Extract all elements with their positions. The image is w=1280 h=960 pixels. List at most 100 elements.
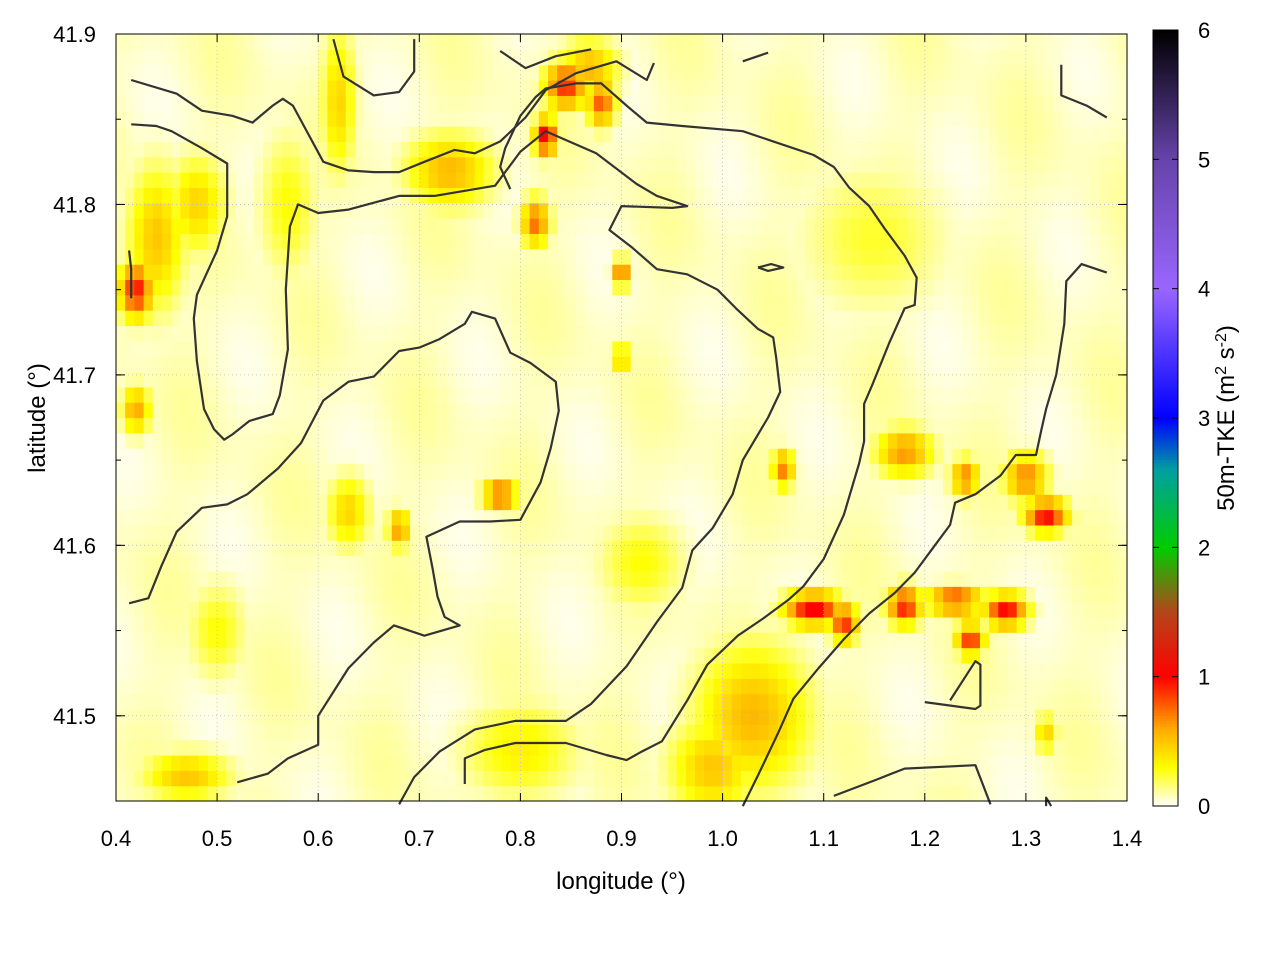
- heatmap-cell: [474, 724, 485, 741]
- heatmap-cell: [143, 371, 154, 388]
- heatmap-cell: [961, 540, 972, 557]
- heatmap-cell: [621, 494, 632, 511]
- heatmap-cell: [943, 647, 953, 664]
- heatmap-cell: [520, 524, 531, 541]
- heatmap-cell: [483, 233, 494, 250]
- heatmap-cell: [492, 754, 503, 771]
- heatmap-cell: [603, 739, 613, 756]
- heatmap-cell: [382, 739, 393, 756]
- heatmap-cell: [897, 417, 908, 434]
- heatmap-cell: [713, 616, 724, 633]
- heatmap-cell: [428, 141, 439, 158]
- heatmap-cell: [1016, 678, 1027, 695]
- heatmap-cell: [750, 524, 760, 541]
- heatmap-cell: [989, 647, 999, 664]
- heatmap-cell: [1062, 754, 1073, 771]
- heatmap-cell: [906, 509, 917, 526]
- heatmap-cell: [851, 432, 862, 449]
- heatmap-cell: [740, 678, 751, 695]
- heatmap-cell: [134, 264, 145, 281]
- heatmap-cell: [768, 141, 779, 158]
- heatmap-cell: [603, 218, 613, 235]
- heatmap-cell: [161, 632, 172, 649]
- heatmap-cell: [1071, 110, 1082, 127]
- heatmap-cell: [685, 478, 696, 495]
- heatmap-cell: [272, 110, 283, 127]
- heatmap-cell: [1025, 248, 1036, 265]
- heatmap-cell: [1062, 202, 1073, 219]
- heatmap-cell: [391, 678, 402, 695]
- heatmap-cell: [667, 417, 678, 434]
- heatmap-cell: [851, 754, 862, 771]
- heatmap-cell: [198, 279, 209, 296]
- heatmap-cell: [612, 494, 623, 511]
- heatmap-cell: [888, 478, 898, 495]
- heatmap-cell: [226, 540, 237, 557]
- heatmap-cell: [483, 386, 494, 403]
- heatmap-cell: [171, 325, 181, 342]
- heatmap-cell: [456, 371, 466, 388]
- heatmap-cell: [603, 524, 613, 541]
- heatmap-cell: [134, 187, 145, 204]
- heatmap-cell: [575, 647, 586, 664]
- heatmap-cell: [649, 202, 659, 219]
- heatmap-cell: [676, 340, 687, 357]
- heatmap-cell: [593, 693, 604, 710]
- heatmap-cell: [860, 785, 871, 802]
- heatmap-cell: [842, 218, 852, 235]
- heatmap-cell: [731, 524, 742, 541]
- heatmap-cell: [143, 279, 154, 296]
- heatmap-cell: [566, 248, 577, 265]
- heatmap-cell: [1044, 218, 1055, 235]
- heatmap-cell: [446, 279, 457, 296]
- heatmap-cell: [814, 601, 825, 618]
- heatmap-cell: [419, 754, 430, 771]
- heatmap-cell: [1007, 386, 1018, 403]
- heatmap-cell: [740, 616, 751, 633]
- heatmap-cell: [1016, 356, 1027, 373]
- heatmap-cell: [272, 402, 283, 419]
- heatmap-cell: [786, 233, 797, 250]
- heatmap-cell: [336, 509, 347, 526]
- heatmap-cell: [437, 524, 448, 541]
- heatmap-cell: [217, 509, 227, 526]
- heatmap-cell: [722, 478, 733, 495]
- heatmap-cell: [888, 340, 898, 357]
- heatmap-cell: [226, 509, 237, 526]
- heatmap-cell: [327, 509, 338, 526]
- heatmap-cell: [1108, 294, 1119, 311]
- heatmap-cell: [152, 494, 163, 511]
- heatmap-cell: [740, 478, 751, 495]
- heatmap-cell: [309, 402, 319, 419]
- heatmap-cell: [143, 647, 154, 664]
- heatmap-cell: [189, 524, 200, 541]
- heatmap-cell: [897, 785, 908, 802]
- heatmap-cell: [860, 586, 871, 603]
- heatmap-cell: [998, 371, 1009, 388]
- heatmap-cell: [915, 570, 926, 587]
- heatmap-cell: [722, 540, 733, 557]
- heatmap-cell: [998, 432, 1009, 449]
- heatmap-cell: [180, 248, 191, 265]
- heatmap-cell: [722, 463, 733, 480]
- heatmap-cell: [621, 402, 632, 419]
- heatmap-cell: [685, 218, 696, 235]
- heatmap-cell: [1016, 218, 1027, 235]
- heatmap-cell: [125, 555, 135, 572]
- heatmap-cell: [603, 540, 613, 557]
- heatmap-cell: [281, 463, 292, 480]
- heatmap-cell: [180, 678, 191, 695]
- heatmap-cell: [1108, 570, 1119, 587]
- heatmap-cell: [1117, 754, 1128, 771]
- heatmap-cell: [906, 739, 917, 756]
- heatmap-cell: [860, 248, 871, 265]
- heatmap-cell: [382, 187, 393, 204]
- heatmap-cell: [428, 294, 439, 311]
- heatmap-cell: [529, 601, 540, 618]
- heatmap-cell: [1090, 586, 1101, 603]
- heatmap-cell: [768, 156, 779, 173]
- heatmap-cell: [630, 601, 641, 618]
- heatmap-cell: [428, 540, 439, 557]
- heatmap-cell: [979, 693, 990, 710]
- heatmap-cell: [198, 432, 209, 449]
